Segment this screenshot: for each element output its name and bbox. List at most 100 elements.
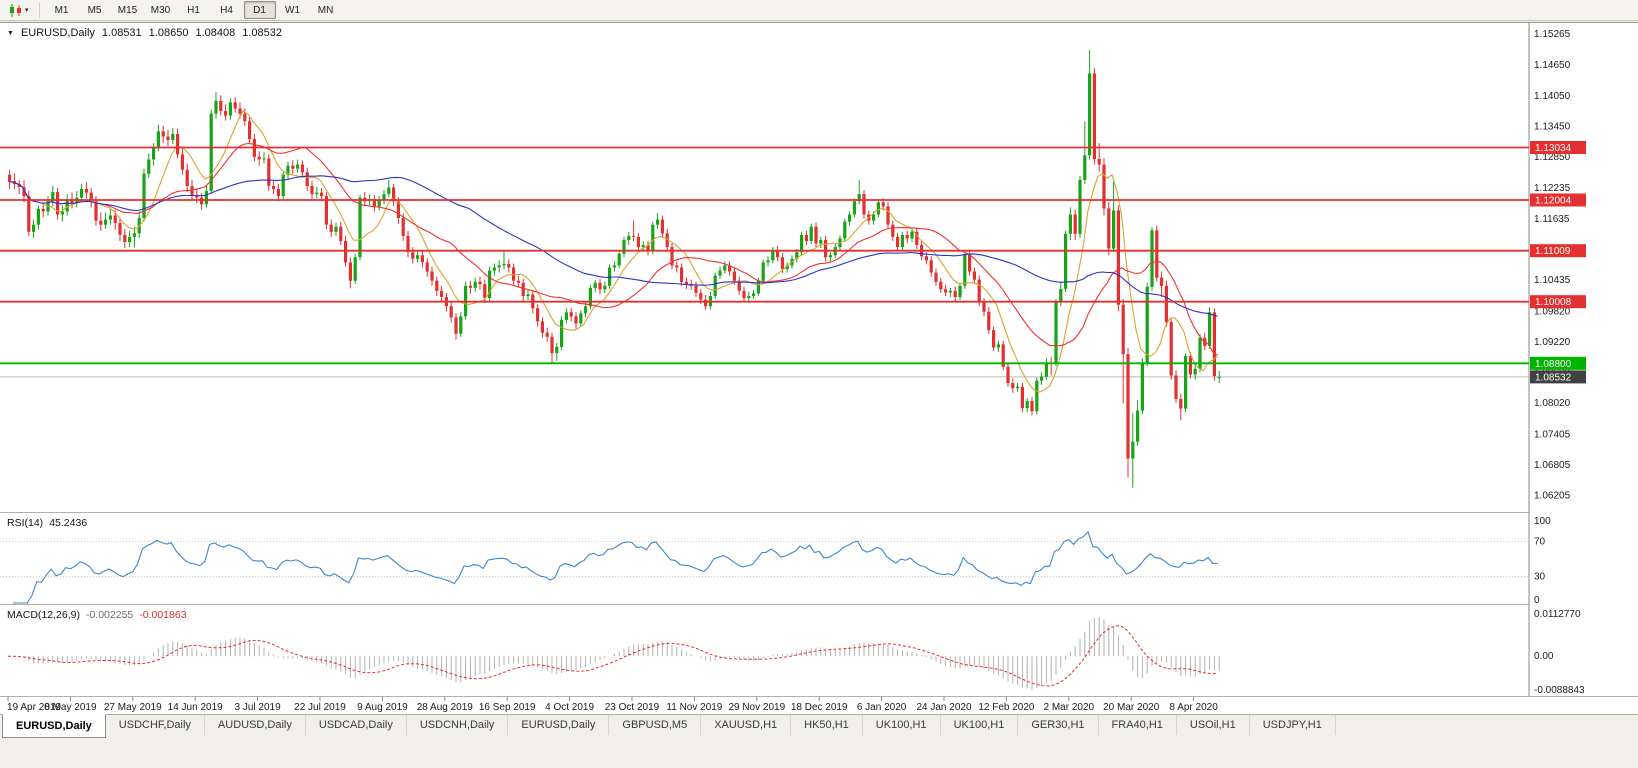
- chart-title: ▼ EURUSD,Daily 1.08531 1.08650 1.08408 1…: [7, 27, 282, 39]
- svg-text:24 Jan 2020: 24 Jan 2020: [916, 702, 971, 713]
- ohlc-open: 1.08531: [101, 27, 142, 39]
- price-scale[interactable]: 1.15265 1.14650 1.14050 1.13450 1.12850 1.122…: [1528, 23, 1638, 696]
- price-level-badge: 1.10008: [1530, 295, 1586, 309]
- svg-text:3 Jul 2019: 3 Jul 2019: [235, 702, 282, 713]
- chart-tab-12[interactable]: FRA40,H1: [1099, 715, 1177, 735]
- rsi-header: RSI(14) 45.2436: [7, 517, 87, 529]
- timeframe-button-m5[interactable]: M5: [87, 4, 102, 16]
- chevron-down-icon: ▾: [25, 6, 29, 14]
- ohlc-close: 1.08532: [242, 27, 282, 39]
- chart-tab-8[interactable]: HK50,H1: [791, 715, 863, 735]
- chart-tab-13[interactable]: USOil,H1: [1177, 715, 1250, 735]
- svg-text:30: 30: [1534, 572, 1546, 583]
- timeframe-button-h1[interactable]: H1: [187, 4, 200, 16]
- timeframe-button-m30[interactable]: M30: [150, 4, 171, 16]
- chart-tab-6[interactable]: GBPUSD,M5: [609, 715, 702, 735]
- candlestick-chart-icon: [10, 3, 21, 17]
- chart-background: [0, 23, 1638, 715]
- timeframe-button-mn[interactable]: MN: [317, 4, 334, 16]
- svg-text:-0.0088843: -0.0088843: [1534, 685, 1585, 696]
- toolbar-separator: [38, 2, 40, 18]
- svg-text:8 May 2019: 8 May 2019: [44, 702, 97, 713]
- chart-tab-10[interactable]: UK100,H1: [941, 715, 1019, 735]
- svg-text:14 Jun 2019: 14 Jun 2019: [168, 702, 223, 713]
- price-level-badge: 1.13034: [1530, 141, 1586, 154]
- svg-text:1.10435: 1.10435: [1534, 275, 1571, 286]
- chart-tab-5[interactable]: EURUSD,Daily: [508, 715, 610, 735]
- rsi-value: 45.2436: [49, 517, 88, 529]
- timeframe-button-m15[interactable]: M15: [117, 4, 138, 16]
- price-level-badge: 1.12004: [1530, 193, 1586, 207]
- svg-text:23 Oct 2019: 23 Oct 2019: [605, 702, 660, 713]
- chart-canvas[interactable]: 1.15265 1.14650 1.14050 1.13450 1.12850 1.122…: [0, 23, 1638, 715]
- chart-tab-2[interactable]: AUDUSD,Daily: [205, 715, 306, 735]
- svg-text:1.13450: 1.13450: [1534, 121, 1571, 132]
- svg-text:1.13034: 1.13034: [1535, 143, 1572, 154]
- svg-text:1.06205: 1.06205: [1534, 491, 1571, 502]
- svg-text:1.08800: 1.08800: [1535, 359, 1572, 370]
- macd-pane[interactable]: [7, 617, 1220, 690]
- svg-text:20 Mar 2020: 20 Mar 2020: [1103, 702, 1160, 713]
- svg-text:18 Dec 2019: 18 Dec 2019: [791, 702, 848, 713]
- main-pane[interactable]: [0, 49, 1529, 488]
- svg-text:70: 70: [1534, 536, 1546, 547]
- chart-window: 1.15265 1.14650 1.14050 1.13450 1.12850 1.122…: [0, 22, 1638, 715]
- timeframe-buttons: M1 M5 M15 M30 H1 H4 D1 W1 MN: [46, 1, 342, 19]
- timeframe-button-w1[interactable]: W1: [285, 4, 301, 16]
- svg-text:1.09820: 1.09820: [1534, 306, 1571, 317]
- ma-line-8: [7, 110, 1218, 393]
- svg-text:22 Jul 2019: 22 Jul 2019: [294, 702, 346, 713]
- svg-text:1.08020: 1.08020: [1534, 398, 1571, 409]
- svg-text:1.08532: 1.08532: [1535, 372, 1572, 383]
- chart-type-button[interactable]: ▾: [4, 2, 33, 19]
- svg-text:28 Aug 2019: 28 Aug 2019: [417, 702, 474, 713]
- status-strip: [0, 738, 1638, 768]
- svg-text:2 Mar 2020: 2 Mar 2020: [1044, 702, 1095, 713]
- chart-tab-9[interactable]: UK100,H1: [863, 715, 941, 735]
- svg-text:1.11009: 1.11009: [1535, 246, 1571, 257]
- svg-text:1.06805: 1.06805: [1534, 460, 1571, 471]
- rsi-pane[interactable]: [0, 530, 1529, 604]
- macd-label: MACD(12,26,9): [7, 609, 80, 621]
- svg-text:1.14650: 1.14650: [1534, 60, 1571, 71]
- macd-header: MACD(12,26,9) -0.002255 -0.001863: [7, 609, 187, 621]
- ohlc-low: 1.08408: [195, 27, 236, 39]
- svg-text:100: 100: [1534, 516, 1551, 527]
- macd-signal-value: -0.001863: [139, 609, 187, 621]
- bid-price-badge: 1.08532: [1530, 370, 1586, 384]
- svg-text:11 Nov 2019: 11 Nov 2019: [666, 702, 722, 713]
- timeframe-button-h4[interactable]: H4: [220, 4, 233, 16]
- svg-text:27 May 2019: 27 May 2019: [104, 702, 162, 713]
- chart-tab-11[interactable]: GER30,H1: [1018, 715, 1099, 735]
- timeframe-button-d1[interactable]: D1: [243, 1, 276, 19]
- chart-tab-0[interactable]: EURUSD,Daily: [2, 714, 106, 738]
- chart-tab-3[interactable]: USDCAD,Daily: [306, 715, 407, 735]
- window-menu-icon[interactable]: ▼: [7, 29, 14, 37]
- svg-text:1.15265: 1.15265: [1534, 29, 1571, 40]
- timeframe-button-m1[interactable]: M1: [54, 4, 69, 16]
- chart-symbol-period: EURUSD,Daily: [20, 27, 95, 39]
- svg-text:4 Oct 2019: 4 Oct 2019: [545, 702, 594, 713]
- rsi-label: RSI(14): [7, 517, 44, 529]
- ma-line-21: [7, 142, 1218, 356]
- svg-text:9 Aug 2019: 9 Aug 2019: [357, 702, 408, 713]
- svg-text:8 Apr 2020: 8 Apr 2020: [1169, 702, 1218, 713]
- timeframe-toolbar: ▾ M1 M5 M15 M30 H1 H4 D1 W1 MN: [0, 0, 1638, 21]
- chart-tabs: EURUSD,Daily USDCHF,Daily AUDUSD,Daily USDC…: [0, 714, 1638, 738]
- chart-tab-4[interactable]: USDCNH,Daily: [407, 715, 509, 735]
- macd-main-value: -0.002255: [85, 609, 134, 621]
- chart-tab-7[interactable]: XAUUSD,H1: [701, 715, 792, 735]
- svg-text:1.11635: 1.11635: [1534, 214, 1570, 225]
- svg-text:1.14050: 1.14050: [1534, 91, 1571, 102]
- svg-text:1.12004: 1.12004: [1535, 196, 1572, 207]
- price-level-badge: 1.11009: [1530, 244, 1586, 258]
- chart-tab-14[interactable]: USDJPY,H1: [1250, 715, 1336, 735]
- svg-text:0: 0: [1534, 595, 1540, 606]
- svg-text:16 Sep 2019: 16 Sep 2019: [479, 702, 536, 713]
- macd-signal-line: [7, 625, 1218, 687]
- svg-text:1.07405: 1.07405: [1534, 429, 1571, 440]
- chart-tab-1[interactable]: USDCHF,Daily: [106, 715, 205, 735]
- svg-text:1.09220: 1.09220: [1534, 337, 1571, 348]
- rsi-line: [12, 530, 1218, 604]
